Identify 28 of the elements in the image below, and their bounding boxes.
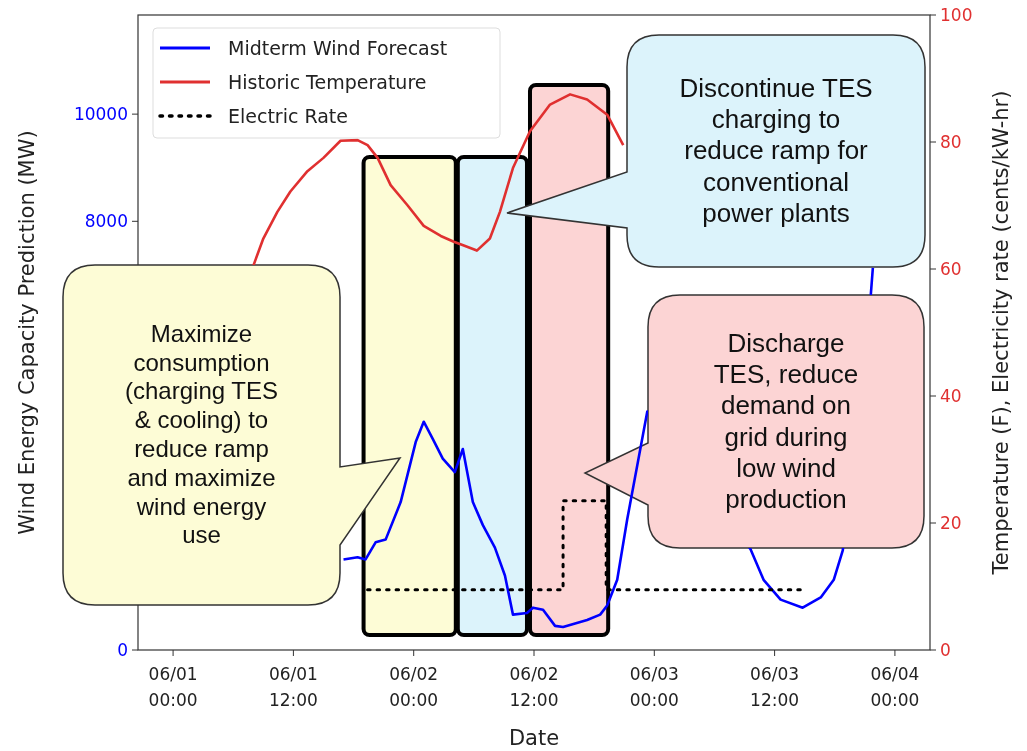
y-tick-label: 10000 bbox=[73, 104, 128, 125]
y2-tick-label: 20 bbox=[940, 513, 962, 533]
legend-label: Historic Temperature bbox=[228, 71, 427, 93]
annotation: Discharge TES, reduce demand on grid during low wind production bbox=[712, 327, 860, 516]
legend-label: Electric Rate bbox=[228, 105, 349, 127]
x-axis-title: Date bbox=[508, 726, 560, 750]
speech-bubble: Discontinue TES charging to reduce ramp for conventional power plants bbox=[506, 34, 926, 268]
x-tick-label: 06/02 00:00 bbox=[389, 664, 439, 710]
y2-tick-label: 40 bbox=[940, 386, 962, 406]
annotation: Discontinue TES charging to reduce ramp for conventional power plants bbox=[678, 73, 874, 229]
x-tick-label: 06/01 12:00 bbox=[268, 664, 318, 710]
x-tick-label: 06/03 00:00 bbox=[629, 664, 679, 710]
y-tick-label: 8000 bbox=[84, 211, 128, 232]
y2-tick-label: 80 bbox=[940, 132, 962, 152]
annotation: Maximize consumption (charging TES & cooling) to reduce ramp and maximize wind energy use bbox=[124, 319, 279, 551]
y2-tick-label: 100 bbox=[940, 5, 973, 25]
x-tick-label: 06/02 12:00 bbox=[509, 664, 559, 710]
y-tick-label: 0 bbox=[117, 640, 128, 660]
speech-bubble: Discharge TES, reduce demand on grid during low wind production bbox=[584, 294, 925, 549]
legend-label: Midterm Wind Forecast bbox=[228, 37, 448, 59]
x-tick-label: 06/04 00:00 bbox=[870, 664, 920, 710]
x-tick-label: 06/03 12:00 bbox=[750, 664, 800, 710]
y-axis-title: Wind Energy Capacity Prediction (MW) bbox=[15, 130, 39, 535]
x-tick-label: 06/01 00:00 bbox=[148, 664, 198, 710]
speech-bubble: Maximize consumption (charging TES & cooling) to reduce ramp and maximize wind energy use bbox=[62, 264, 401, 606]
y2-tick-label: 0 bbox=[940, 640, 951, 660]
y2-tick-label: 60 bbox=[940, 259, 962, 279]
y2-axis-title: Temperature (F), Electricity rate (cents/kW-hr) bbox=[989, 90, 1013, 576]
